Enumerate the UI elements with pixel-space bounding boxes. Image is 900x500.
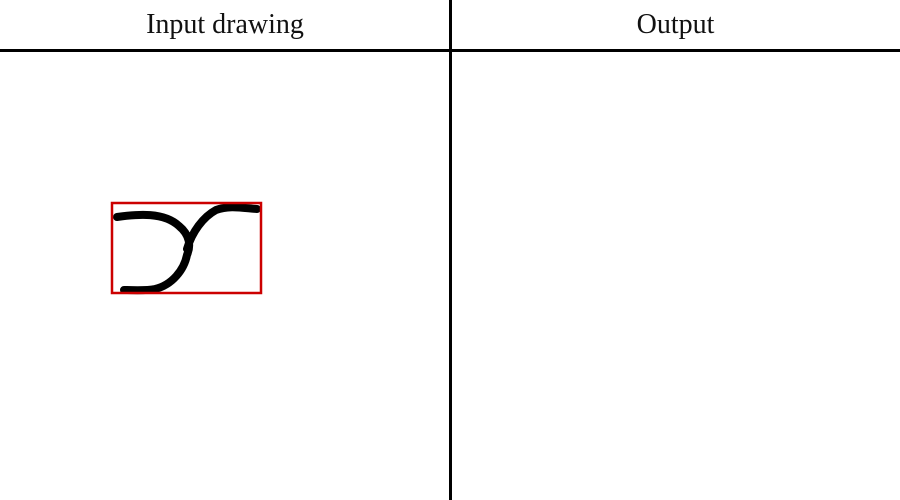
drawing-bounding-box [110,201,263,295]
panel-divider [449,0,452,500]
output-canvas [452,52,900,500]
drawing-surface[interactable] [0,52,449,500]
output-panel-title: Output [636,9,715,40]
input-panel-title: Input drawing [146,9,304,40]
input-drawing-canvas[interactable] [0,52,449,500]
drawn-stroke [113,203,261,295]
